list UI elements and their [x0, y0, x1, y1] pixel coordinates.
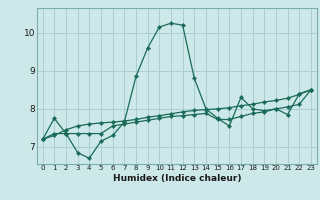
- X-axis label: Humidex (Indice chaleur): Humidex (Indice chaleur): [113, 174, 241, 183]
